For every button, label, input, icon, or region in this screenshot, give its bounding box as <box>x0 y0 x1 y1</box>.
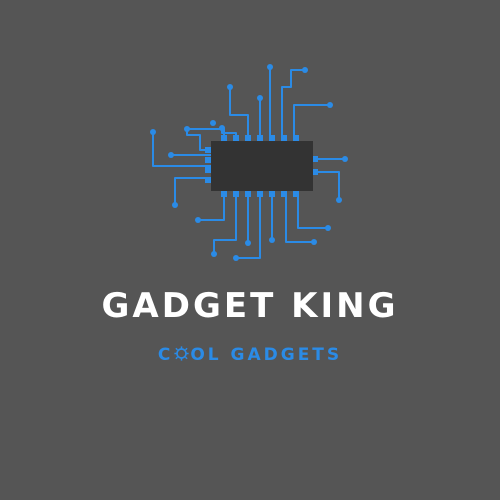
brand-title: GADGET KING <box>101 286 399 326</box>
tagline-prefix: C <box>157 345 174 365</box>
circuit-nodes <box>150 64 348 261</box>
brand-tagline: C OL GADGETS <box>0 344 500 366</box>
chip-pins <box>205 135 318 197</box>
circuit-traces <box>152 66 346 259</box>
tagline-suffix: OL GADGETS <box>190 345 343 365</box>
chip-body <box>211 141 313 191</box>
gear-icon <box>174 346 189 361</box>
microchip-circuit-icon <box>150 64 348 261</box>
